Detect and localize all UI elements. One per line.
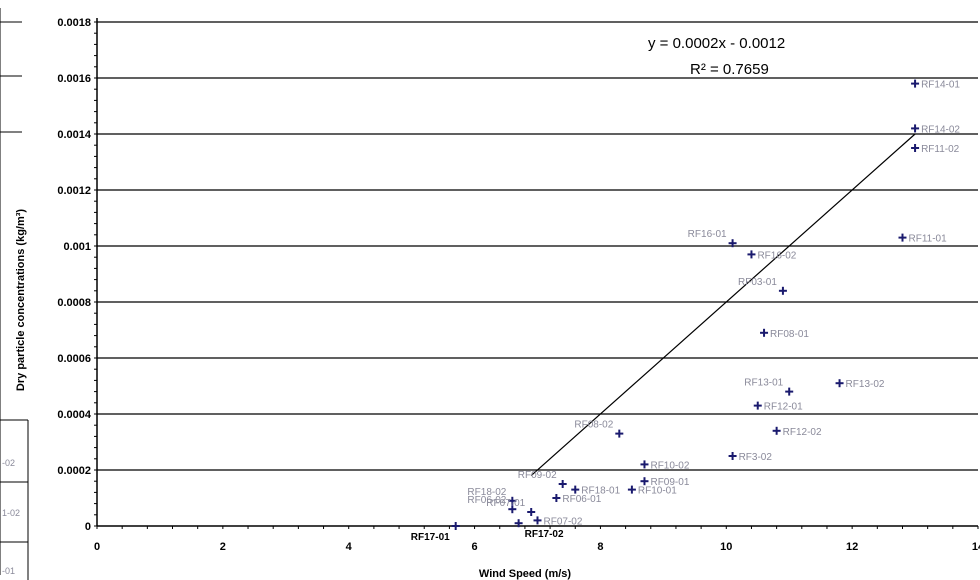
- r-squared: R² = 0.7659: [690, 61, 769, 78]
- point-label: RF10-01: [638, 486, 677, 497]
- point-label: RF07-01: [486, 498, 525, 509]
- point-label: RF08-01: [770, 329, 809, 340]
- point-label: RF12-01: [764, 402, 803, 413]
- data-point: [451, 522, 460, 530]
- data-points: [451, 79, 920, 530]
- grid-lines: [97, 21, 978, 471]
- data-point: [772, 426, 781, 435]
- y-tick-label: 0.0006: [57, 353, 91, 365]
- point-label: RF07-02: [544, 516, 583, 527]
- left-panel-text: 1-02: [2, 508, 20, 518]
- data-point: [785, 387, 794, 396]
- point-label: RF18-02: [467, 487, 506, 498]
- x-tick-label: 0: [94, 541, 100, 553]
- data-point: [728, 452, 737, 460]
- x-tick-label: 2: [220, 541, 226, 553]
- data-point: [508, 496, 517, 505]
- data-point: [747, 250, 756, 259]
- data-point: [571, 485, 580, 494]
- data-point: [728, 239, 737, 248]
- data-point: [760, 328, 769, 337]
- y-tick-label: 0.0014: [57, 129, 92, 141]
- data-point: [835, 379, 844, 388]
- data-point: [533, 516, 542, 525]
- left-panel-text: -02: [2, 458, 15, 468]
- data-point: [911, 124, 920, 133]
- point-label: RF14-01: [921, 80, 960, 91]
- data-point: [615, 429, 624, 438]
- y-tick-label: 0.0012: [57, 185, 91, 197]
- point-label: RF06-02: [467, 495, 506, 506]
- data-point: [753, 401, 762, 410]
- point-label: RF13-02: [846, 379, 885, 390]
- x-tick-labels: 0 2 4 6 8 10 12 14: [94, 541, 980, 553]
- data-point: [778, 286, 787, 295]
- data-point: [640, 477, 649, 486]
- trendline-line: [530, 133, 916, 477]
- y-tick-label: 0.0002: [57, 465, 91, 477]
- y-tick-label: 0.0016: [57, 73, 91, 85]
- left-panel-text: -01: [2, 566, 15, 576]
- y-tick-label: 0.0004: [57, 409, 92, 421]
- point-label: RF11-01: [908, 234, 947, 245]
- data-point: [558, 480, 567, 488]
- point-label: RF11-02: [921, 144, 960, 155]
- point-label: RF18-01: [581, 486, 620, 497]
- axes: [94, 18, 979, 529]
- x-tick-label: 4: [346, 541, 353, 553]
- point-label: RF09-02: [518, 470, 557, 481]
- data-point: [527, 508, 536, 516]
- trendline-equation: y = 0.0002x - 0.0012: [648, 35, 785, 52]
- point-label: RF16-01: [688, 229, 727, 240]
- point-label: RF06-01: [562, 494, 601, 505]
- x-axis-title: Wind Speed (m/s): [479, 568, 572, 580]
- data-point: [640, 460, 649, 469]
- data-point: [911, 79, 920, 88]
- x-tick-label: 14: [972, 541, 980, 553]
- data-point: [911, 144, 920, 152]
- x-tick-label: 8: [597, 541, 603, 553]
- point-label: RF13-01: [744, 378, 783, 389]
- point-label: RF09-01: [650, 477, 689, 488]
- point-labels: RF14-01 RF14-02 RF11-02 RF11-01 RF16-01 RF16-…: [411, 80, 961, 543]
- data-point: [552, 494, 561, 502]
- trendline: [530, 133, 916, 477]
- y-tick-label: 0: [85, 521, 91, 533]
- data-point: [898, 233, 907, 242]
- left-panel-fragment: -02 1-02 -01: [0, 8, 29, 580]
- point-label: RF16-02: [757, 250, 796, 261]
- point-label: RF3-02: [739, 452, 773, 463]
- data-point: [514, 519, 523, 528]
- point-label: RF08-02: [574, 420, 613, 431]
- point-label: RF12-02: [783, 427, 822, 438]
- point-label: RF10-02: [650, 460, 689, 471]
- y-axis-title: Dry particle concentrations (kg/m³): [15, 209, 27, 391]
- point-label: RF14-02: [921, 124, 960, 135]
- x-tick-label: 10: [720, 541, 732, 553]
- y-tick-label: 0.001: [63, 241, 91, 253]
- point-label: RF17-01: [411, 532, 450, 543]
- y-tick-label: 0.0008: [57, 297, 91, 309]
- y-tick-labels: 0 0.0002 0.0004 0.0006 0.0008 0.001 0.0012 0.00…: [57, 17, 92, 533]
- x-tick-label: 12: [846, 541, 858, 553]
- x-tick-label: 6: [472, 541, 478, 553]
- point-label: RF03-01: [738, 277, 777, 288]
- point-label: RF17-02: [525, 529, 564, 540]
- data-point: [508, 505, 517, 514]
- y-tick-label: 0.0018: [57, 17, 91, 29]
- data-point: [627, 485, 636, 494]
